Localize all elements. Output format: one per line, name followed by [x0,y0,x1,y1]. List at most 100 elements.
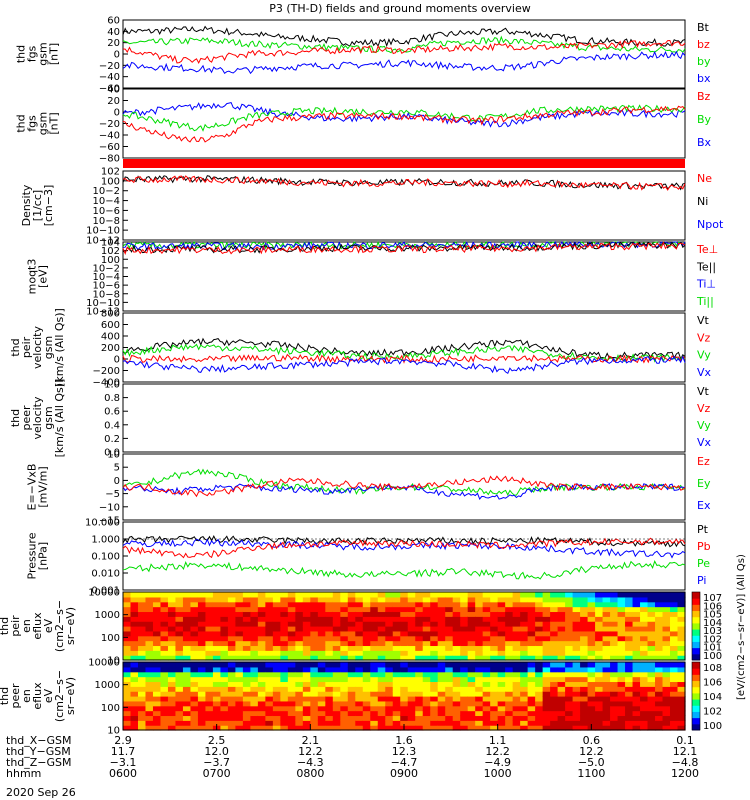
spectrogram-cell [332,630,341,637]
x-row-value: 0600 [109,767,137,780]
spectrogram-cell [167,671,177,678]
spectrogram-cell [407,686,416,692]
spectrogram-cell [587,601,596,608]
spectrogram-cell [197,662,207,668]
spectrogram-cell [287,662,296,668]
spectrogram-cell [557,650,566,656]
spectrogram-cell [377,616,386,622]
y-tick-label: 10−10 [86,298,120,309]
spectrogram-cell [557,630,566,637]
spectrogram-cell [160,601,169,608]
spectrogram-cell [482,650,491,656]
spectrogram-cell [310,630,319,637]
y-axis-label-line: eV [42,618,55,633]
spectrogram-cell [677,705,686,712]
spectrogram-cell [370,696,379,702]
spectrogram-cell [595,671,604,678]
spectrogram-cell [227,635,236,642]
spectrogram-cell [355,676,364,683]
spectrogram-cell [655,691,664,697]
spectrogram-cell [280,650,289,656]
spectrogram-cell [205,645,214,651]
y-axis-label-line: thd [9,338,22,356]
spectrogram-cell [407,720,416,726]
spectrogram-cell [265,666,274,673]
spectrogram-cell [580,606,589,613]
spectrogram-cell [595,686,604,692]
spectrogram-cell [587,596,596,603]
spectrogram-cell [527,666,536,673]
spectrogram-cell [422,715,431,721]
spectrogram-cell [535,662,544,668]
spectrogram-cell [467,710,476,717]
spectrogram-cell [565,606,574,613]
y-tick-label: 10−2 [93,186,120,197]
spectrogram-cell [280,715,289,721]
spectrogram-cell [535,611,544,617]
spectrogram-cell [662,592,671,598]
spectrogram-cell [497,715,506,721]
spectrogram-cell [602,666,611,673]
spectrogram-cell [655,630,664,637]
spectrogram-cell [287,705,296,712]
spectrogram-cell [527,705,536,712]
spectrogram-cell [287,645,296,651]
spectrogram-cell [272,606,281,613]
spectrogram-cell [287,606,296,613]
spectrogram-cell [220,592,229,598]
spectrogram-cell [317,705,326,712]
legend-entry: Vx [697,366,712,379]
spectrogram-cell [257,725,266,731]
spectrogram-cell [497,725,506,731]
spectrogram-cell [482,640,491,647]
spectrogram-cell [542,655,551,661]
spectrogram-cell [362,691,371,697]
spectrogram-cell [572,630,581,637]
spectrogram-cell [227,640,236,647]
spectrogram-cell [190,720,199,726]
spectrogram-cell [670,645,679,651]
spectrogram-cell [332,700,341,707]
spectrogram-cell [182,626,192,632]
spectrogram-cell [175,705,184,712]
spectrogram-cell [587,621,596,627]
y-tick-label: 1.000 [91,535,120,546]
spectrogram-cell [407,592,416,598]
spectrogram-cell [317,666,326,673]
spectrogram-cell [535,601,544,608]
spectrogram-cell [512,676,521,683]
spectrogram-cell [535,650,544,656]
spectrogram-cell [610,626,619,632]
spectrogram-cell [167,626,177,632]
spectrogram-cell [235,626,244,632]
spectrogram-cell [452,621,461,627]
spectrogram-cell [422,601,431,608]
spectrogram-cell [437,650,446,656]
spectrogram-cell [347,601,356,608]
spectrogram-cell [130,626,139,632]
spectrogram-cell [385,640,394,647]
spectrogram-cell [280,616,289,622]
spectrogram-cell [325,676,334,683]
spectrogram-cell [355,686,364,692]
y-tick-label: 60 [107,16,120,27]
legend-entry: Vt [697,314,710,327]
spectrogram-cell [355,720,364,726]
spectrogram-cell [370,666,379,673]
spectrogram-cell [250,592,259,598]
spectrogram-cell [497,635,506,642]
spectrogram-cell [212,686,222,692]
spectrogram-cell [347,662,356,668]
spectrogram-cell [123,710,132,717]
spectrogram-cell [542,666,551,673]
spectrogram-cell [467,715,476,721]
spectrogram-cell [212,691,222,697]
spectrogram-cell [670,700,679,707]
spectrogram-cell [287,635,296,642]
spectrogram-cell [445,621,454,627]
spectrogram-cell [602,606,611,613]
spectrogram-cell [400,696,409,702]
spectrogram-cell [580,700,589,707]
spectrogram-cell [325,635,334,642]
spectrogram-cell [235,725,244,731]
